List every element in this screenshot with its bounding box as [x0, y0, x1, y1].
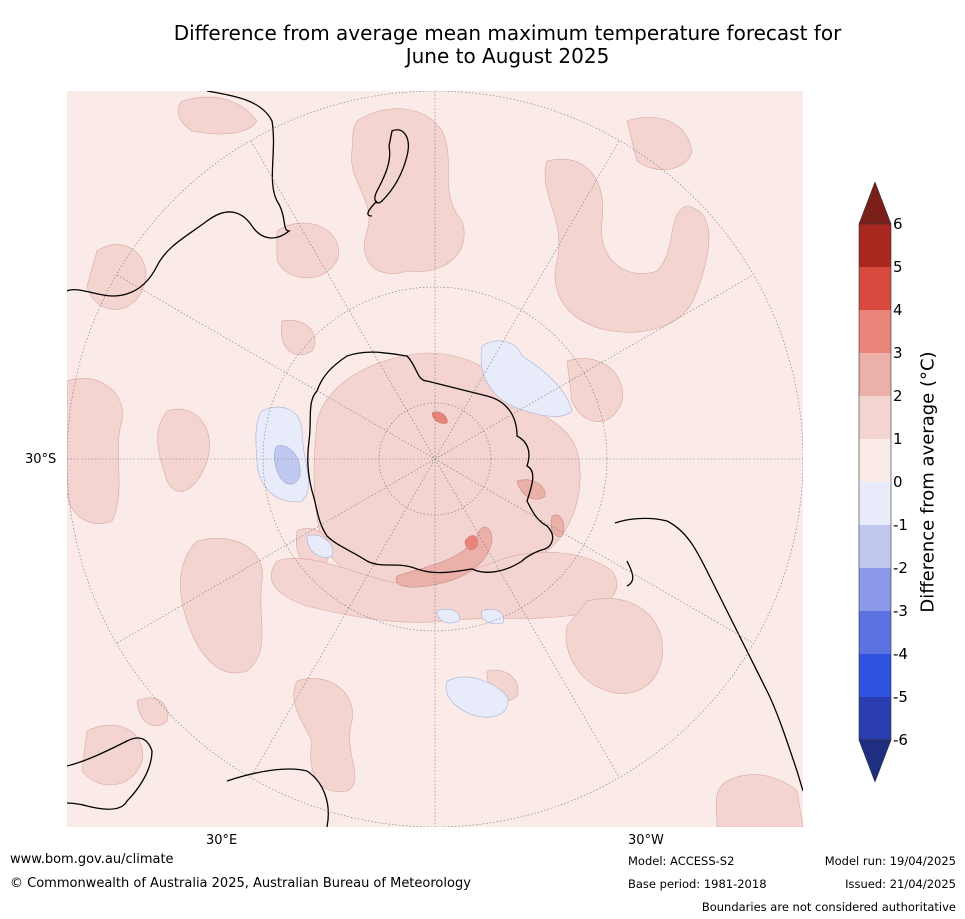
- colorbar-tick-m2: -2: [893, 559, 908, 577]
- footer-website[interactable]: www.bom.gov.au/climate: [10, 852, 174, 867]
- footer-model: Model: ACCESS-S2: [628, 854, 735, 868]
- colorbar-band-m4-m3: [859, 611, 891, 654]
- colorbar-tick-m3: -3: [893, 602, 908, 620]
- colorbar-tick-m6: -6: [893, 731, 908, 749]
- colorbar-band-1-2: [859, 396, 891, 439]
- colorbar-tick-2: 2: [893, 387, 903, 405]
- footer-model-run: Model run: 19/04/2025: [824, 854, 956, 868]
- colorbar-band-m2-m1: [859, 525, 891, 568]
- colorbar-outline: [858, 223, 892, 741]
- coastlines: [67, 91, 803, 827]
- colorbar-tick-5: 5: [893, 258, 903, 276]
- footer-base-period: Base period: 1981-2018: [628, 877, 767, 891]
- colorbar-tick-3: 3: [893, 344, 903, 362]
- lon-label-30e: 30°E: [206, 833, 238, 848]
- colorbar-tick-0: 0: [893, 473, 903, 491]
- colorbar-band-m1-0: [859, 482, 891, 525]
- colorbar-tick-6: 6: [893, 215, 903, 233]
- anomaly-minus-2-regions: [274, 445, 301, 485]
- colorbar-extend-below: [858, 739, 892, 782]
- footer-issued: Issued: 21/04/2025: [845, 877, 956, 891]
- colorbar-band-4-5: [859, 267, 891, 310]
- colorbar-band-m6-m5: [859, 697, 891, 740]
- colorbar-band-0-1: [859, 439, 891, 482]
- colorbar-extend-above: [858, 182, 892, 225]
- graticule: [67, 91, 803, 827]
- footer-copyright: © Commonwealth of Australia 2025, Austra…: [10, 876, 471, 891]
- map-title-line2: June to August 2025: [405, 44, 610, 68]
- colorbar-label-text: Difference from average (°C): [917, 351, 939, 613]
- colorbar-tick-m5: -5: [893, 688, 908, 706]
- colorbar-band-5-6: [859, 224, 891, 267]
- anomaly-3-4-regions: [431, 411, 478, 550]
- colorbar-tick-m4: -4: [893, 645, 908, 663]
- colorbar: [858, 182, 892, 782]
- colorbar-band-m5-m4: [859, 654, 891, 697]
- colorbar-tick-1: 1: [893, 430, 903, 448]
- anomaly-1-2-regions: [67, 96, 803, 827]
- map-title: Difference from average mean maximum tem…: [0, 22, 965, 68]
- footer-disclaimer: Boundaries are not considered authoritat…: [701, 900, 956, 914]
- map-title-line1: Difference from average mean maximum tem…: [173, 21, 842, 45]
- lat-label-30s: 30°S: [25, 452, 57, 467]
- colorbar-tick-4: 4: [893, 301, 903, 319]
- colorbar-band-3-4: [859, 310, 891, 353]
- polar-map: [67, 91, 803, 827]
- lon-label-30w: 30°W: [628, 833, 664, 848]
- colorbar-tick-m1: -1: [893, 516, 908, 534]
- colorbar-band-m3-m2: [859, 568, 891, 611]
- colorbar-band-2-3: [859, 353, 891, 396]
